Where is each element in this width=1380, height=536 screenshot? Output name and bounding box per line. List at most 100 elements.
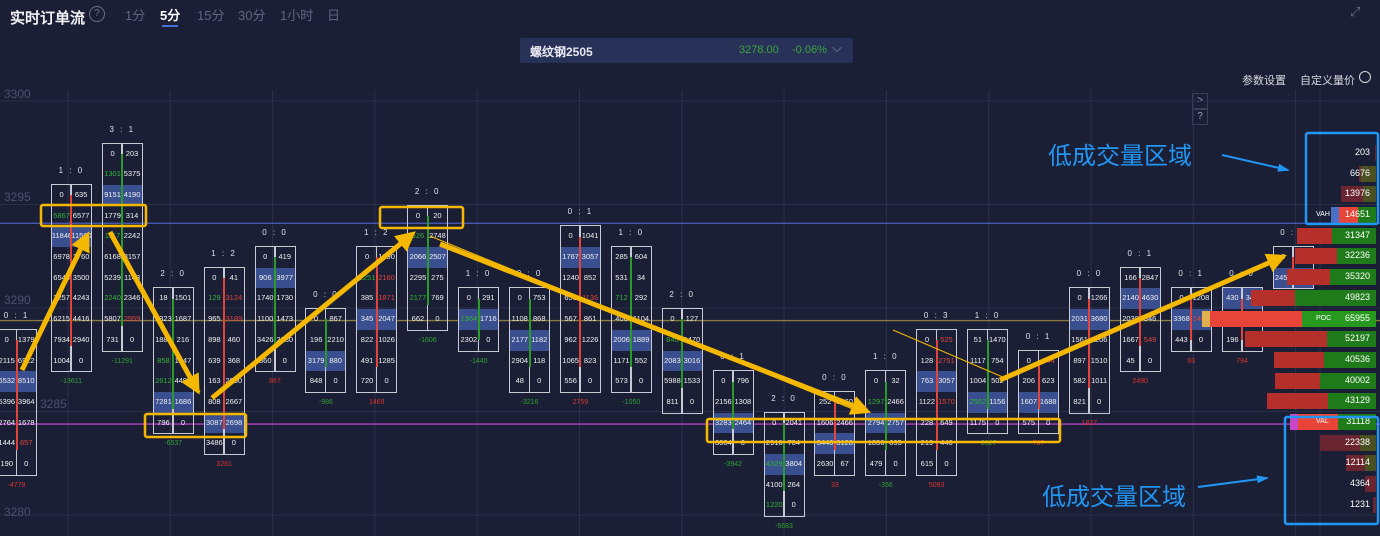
tab-1hour[interactable]: 1小时 bbox=[280, 8, 314, 23]
ask-volume: 0 bbox=[1147, 355, 1153, 365]
bid-volume: 0 bbox=[772, 417, 777, 427]
profile-sell-bar bbox=[1297, 227, 1332, 244]
bid-volume: 1240 bbox=[562, 272, 579, 282]
bid-volume: 1175 bbox=[969, 417, 986, 427]
bid-volume: 2240 bbox=[104, 293, 121, 303]
footprint-candle[interactable]: 0 1390 1251 2160 385 1871 345 2047 822 1026 491 128… bbox=[356, 246, 398, 393]
candle-body-line bbox=[783, 422, 785, 492]
footprint-candle[interactable]: 0 419 906 3977 1740 1730 1100 1473 3426 2280 860 0 bbox=[254, 246, 296, 373]
ask-volume: 0 bbox=[435, 314, 440, 324]
footprint-candle[interactable]: 0 127 845 1470 2083 3016 5988 1533 811 0 bbox=[661, 308, 703, 414]
profile-buy-bar bbox=[1324, 351, 1376, 368]
bid-volume: 626 bbox=[411, 231, 425, 241]
ask-volume: 1308 bbox=[734, 396, 752, 406]
tab-30min[interactable]: 30分 bbox=[238, 8, 266, 23]
instrument-price: 3278.00 bbox=[739, 44, 779, 56]
footprint-candle[interactable]: 18 1501 3323 1687 1883 216 858 1047 2612 4493 7281… bbox=[152, 287, 194, 435]
candle-body-line bbox=[375, 257, 378, 368]
ask-volume: 0 bbox=[1198, 334, 1204, 344]
footprint-candle[interactable]: 0 525 128 2751 763 3057 1122 1570 228 649 219 446 61… bbox=[916, 328, 958, 476]
bid-volume: 5807 bbox=[104, 314, 121, 324]
bid-volume: 0 bbox=[924, 334, 930, 344]
instrument-selector[interactable]: 螺纹钢2505 3278.00 -0.06% ⌵ bbox=[520, 38, 853, 63]
profile-buy-bar bbox=[1328, 393, 1376, 410]
ask-volume: 1011 bbox=[1091, 376, 1108, 386]
profile-tag: VAH bbox=[1316, 211, 1330, 218]
bid-volume: 206 bbox=[1022, 376, 1035, 386]
profile-volume-label: 4364 bbox=[1349, 478, 1370, 489]
bid-volume: 190 bbox=[0, 459, 13, 469]
profile-sell-bar bbox=[1244, 331, 1327, 348]
footprint-candle[interactable]: 0 1041 1767 3057 1240 852 650 1136 567 861 962 1226… bbox=[559, 225, 601, 393]
ask-volume: 552 bbox=[634, 355, 648, 365]
ask-volume: 0 bbox=[1097, 396, 1102, 406]
bid-volume: 0 bbox=[263, 252, 268, 262]
candle-delta: 867 bbox=[269, 378, 281, 386]
footprint-candle[interactable]: 51 1470 1117 754 1004 502 2562 1156 1175 0 bbox=[967, 328, 1009, 435]
footprint-candle[interactable]: 0 2041 2916 784 4329 3804 4100 264 1220 0 bbox=[763, 411, 805, 518]
gear-icon[interactable] bbox=[1359, 71, 1371, 83]
footprint-candle[interactable]: 0 20 626 2748 2066 2507 2295 275 2177 769 662 0 bbox=[407, 204, 449, 331]
footprint-candle[interactable]: 0 291 1364 1716 2302 0 bbox=[458, 287, 500, 352]
footprint-candle[interactable]: 0 796 2156 1308 3283 2464 3084 0 bbox=[712, 370, 754, 456]
tab-1min[interactable]: 1分 bbox=[125, 8, 146, 23]
ask-volume: 2280 bbox=[276, 334, 294, 344]
profile-volume-label: 203 bbox=[1354, 146, 1370, 157]
instrument-change: -0.06% bbox=[792, 44, 827, 56]
candle-ratio: 0 : 0 bbox=[262, 228, 288, 238]
bid-volume: 2156 bbox=[715, 396, 732, 406]
candle-body-line bbox=[579, 236, 582, 368]
bid-volume: 5396 bbox=[0, 396, 16, 406]
expand-icon[interactable]: ⤢ bbox=[1350, 4, 1361, 19]
ask-volume: 1686 bbox=[173, 391, 193, 413]
ask-volume: 1047 bbox=[174, 355, 192, 365]
footprint-candle[interactable]: 0 203 1301 5375 9151 4190 1779 314 1117 2242 6168 3… bbox=[101, 142, 143, 352]
footprint-candle[interactable]: 0 753 1108 868 2177 1182 2904 118 48 0 bbox=[509, 287, 550, 393]
custom-volume-price-link[interactable]: 自定义量价 bbox=[1300, 75, 1355, 87]
tab-day[interactable]: 日 bbox=[327, 8, 341, 23]
ask-volume: 784 bbox=[787, 438, 800, 448]
help-button[interactable]: ? bbox=[1192, 109, 1208, 125]
candle-delta: -1440 bbox=[469, 357, 488, 365]
ask-volume: 946 bbox=[1143, 314, 1157, 324]
ask-volume: 2751 bbox=[938, 355, 955, 365]
footprint-candle[interactable]: 0 1266 2031 3680 1561 2206 897 1510 582 1011 821 0 bbox=[1068, 287, 1110, 414]
bid-volume: 6168 bbox=[104, 252, 121, 262]
candle-ratio: 2 : 0 bbox=[414, 186, 441, 196]
footprint-candle[interactable]: 0 32 1297 2466 2794 2757 1836 895 479 0 bbox=[865, 370, 907, 476]
ask-volume: 525 bbox=[940, 334, 953, 344]
footprint-candle[interactable]: 252 1360 1606 2466 3440 3128 2630 67 bbox=[814, 390, 856, 476]
question-circle-icon[interactable]: ? bbox=[89, 6, 105, 22]
bid-volume: 45 bbox=[1126, 355, 1135, 365]
footprint-candle[interactable]: 0 867 196 2210 3179 880 848 0 bbox=[305, 308, 347, 393]
bid-volume: 3087 bbox=[204, 412, 225, 434]
bid-volume: 2115 bbox=[0, 355, 15, 365]
ask-volume: 3680 bbox=[1089, 309, 1109, 330]
footprint-candle[interactable]: 0 844 206 623 1607 1688 575 0 bbox=[1018, 349, 1059, 435]
profile-buy-bar bbox=[1302, 310, 1376, 327]
tab-5min[interactable]: 5分 bbox=[160, 5, 180, 27]
footprint-candle[interactable]: 0 635 5867 6577 11846 11500 6978 1760 6548 3500 22… bbox=[50, 183, 92, 373]
bid-volume: 0 bbox=[4, 334, 9, 344]
footprint-candle[interactable]: 0 41 129 3124 965 3189 898 460 639 368 163 2890 808 2… bbox=[203, 266, 245, 456]
bid-volume: 1836 bbox=[867, 438, 885, 448]
candle-ratio: 0 : 0 bbox=[1280, 228, 1306, 238]
footprint-candle[interactable]: 285 604 531 34 712 292 406 1104 2006 1889 1171 552 5… bbox=[610, 246, 652, 393]
tab-15min[interactable]: 15分 bbox=[197, 8, 225, 23]
bid-volume: 3283 bbox=[713, 412, 734, 434]
ask-volume: 446 bbox=[940, 438, 953, 448]
bid-volume: 848 bbox=[309, 376, 323, 386]
profile-volume-label: 49823 bbox=[1344, 291, 1370, 302]
ask-volume: 823 bbox=[583, 355, 597, 365]
bid-volume: 860 bbox=[258, 355, 272, 365]
params-settings-link[interactable]: 参数设置 bbox=[1242, 75, 1286, 87]
bid-volume: 822 bbox=[360, 334, 374, 344]
bid-volume: 0 bbox=[721, 376, 726, 386]
profile-sell-bar bbox=[1210, 310, 1302, 327]
bid-volume: 1667 bbox=[1122, 334, 1139, 344]
price-label: 3290 bbox=[4, 293, 31, 307]
ask-volume: 2464 bbox=[733, 412, 753, 434]
chevron-down-icon[interactable]: ⌵ bbox=[832, 40, 842, 55]
footprint-candle[interactable]: 166 2847 2140 4630 2038 946 1667 549 45 0 bbox=[1119, 266, 1161, 373]
footprint-candle[interactable]: 0 1379 2115 6922 6532 8510 5396 3964 2764 1678 144… bbox=[0, 328, 37, 476]
